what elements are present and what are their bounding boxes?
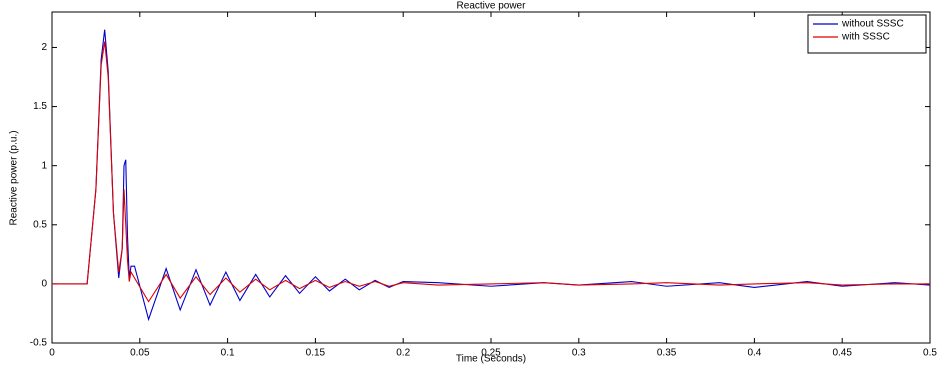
y-tick-label: 1 [41,160,47,171]
x-axis-label: Time (Seconds) [456,354,526,365]
x-tick-label: 0.3 [572,348,586,359]
y-tick-label: 2 [41,42,47,53]
legend-label: with SSSC [841,32,890,43]
legend-box [807,14,927,54]
series-line [52,29,931,322]
x-tick-label: 0.35 [657,348,677,359]
y-tick-label: 1.5 [33,101,47,112]
y-tick-label: 0 [41,279,47,290]
y-tick-label: 0.5 [33,219,47,230]
x-tick-label: 0.25 [481,348,501,359]
x-tick-label: 0.15 [306,348,326,359]
series-line [52,41,930,303]
x-tick-label: 0.5 [923,348,937,359]
x-tick-label: 0 [49,348,55,359]
chart-title: Reactive power [457,1,527,12]
plot-area [51,11,931,344]
y-axis-label: Reactive power (p.u.) [9,130,20,225]
x-tick-label: 0.2 [396,348,410,359]
x-tick-label: 0.1 [221,348,235,359]
x-tick-label: 0.05 [130,348,150,359]
y-tick-label: -0.5 [30,338,48,349]
x-tick-label: 0.45 [832,348,852,359]
x-tick-label: 0.4 [747,348,761,359]
legend-label: without SSSC [841,19,904,30]
